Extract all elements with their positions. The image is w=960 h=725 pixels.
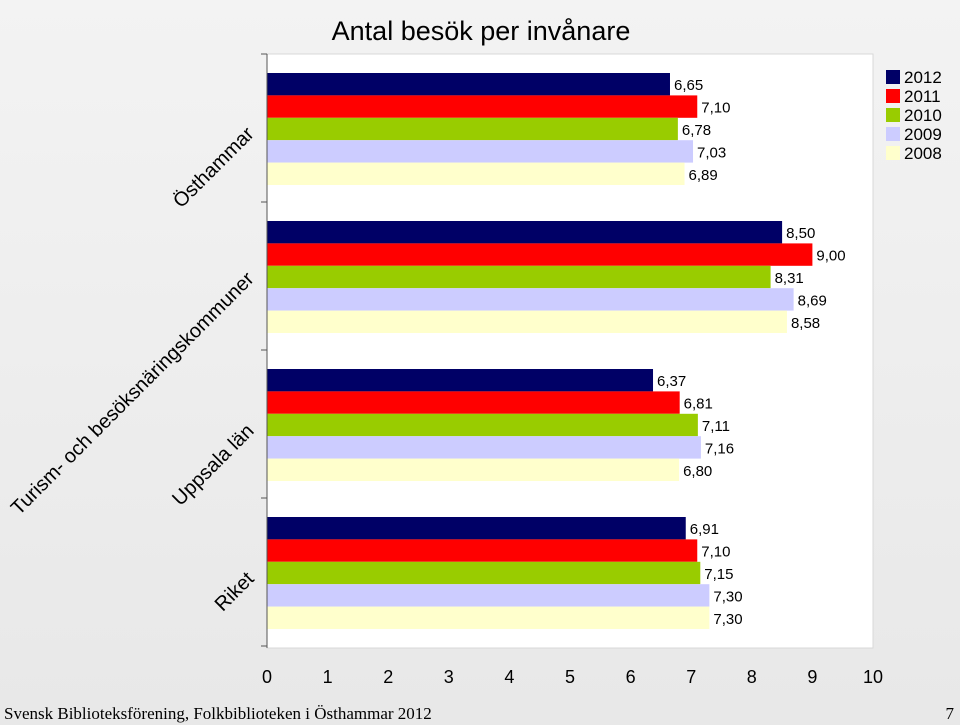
data-label: 7,11	[702, 418, 730, 435]
bar	[267, 391, 680, 414]
legend-label: 2010	[904, 106, 942, 125]
legend-label: 2008	[904, 144, 942, 163]
data-label: 6,37	[657, 373, 686, 390]
data-label: 8,31	[775, 270, 804, 287]
category-label: Uppsala län	[168, 420, 258, 510]
bars	[267, 73, 813, 629]
data-label: 7,15	[704, 566, 733, 583]
bar	[267, 73, 670, 96]
data-label: 6,91	[690, 521, 719, 538]
x-tick-label: 2	[383, 667, 393, 687]
legend-swatch	[886, 70, 900, 84]
chart-title: Antal besök per invånare	[332, 16, 631, 46]
bar	[267, 265, 771, 289]
data-label: 7,30	[713, 588, 742, 605]
data-label: 7,10	[701, 100, 730, 117]
x-tick-label: 10	[863, 667, 883, 687]
bar	[267, 162, 685, 185]
legend-label: 2012	[904, 68, 942, 87]
x-axis: 0 1 2 3 4 5 6 7 8 9 10	[261, 53, 883, 687]
bar	[267, 517, 686, 540]
data-label: 6,89	[689, 167, 718, 184]
data-label: 9,00	[816, 248, 845, 265]
data-label: 6,81	[684, 396, 713, 413]
legend-swatch	[886, 89, 900, 103]
x-tick-label: 0	[262, 667, 272, 687]
bar	[267, 413, 698, 437]
bar	[267, 221, 783, 244]
x-tick-label: 5	[565, 667, 575, 687]
x-tick-label: 4	[504, 667, 514, 687]
x-tick-label: 6	[626, 667, 636, 687]
x-tick-label: 8	[747, 667, 757, 687]
page-number: 7	[945, 704, 955, 723]
bar	[267, 606, 710, 629]
bar	[267, 584, 710, 607]
data-label: 8,69	[798, 292, 827, 309]
bar	[267, 539, 698, 562]
data-label: 7,30	[713, 611, 742, 628]
bar	[267, 561, 701, 585]
x-tick-label: 9	[807, 667, 817, 687]
bar	[267, 243, 813, 266]
bar	[267, 95, 698, 118]
bar	[267, 369, 654, 392]
value-labels: 6,65 7,10 6,78 7,03 6,89 8,509,00 8,31 8,69 8,58…	[657, 77, 846, 628]
legend-label: 2009	[904, 125, 942, 144]
data-label: 6,65	[674, 77, 703, 94]
data-label: 6,78	[682, 122, 711, 139]
bar	[267, 117, 678, 141]
legend-swatch	[886, 127, 900, 141]
bar	[267, 140, 694, 163]
bar	[267, 288, 794, 311]
legend-swatch	[886, 146, 900, 160]
data-label: 8,50	[786, 225, 815, 242]
data-label: 8,58	[791, 315, 820, 332]
bar	[267, 436, 701, 459]
data-label: 7,16	[705, 440, 734, 457]
category-label: Riket	[211, 568, 259, 616]
bar	[267, 310, 787, 333]
data-label: 7,03	[697, 144, 726, 161]
x-tick-label: 7	[686, 667, 696, 687]
category-label: Östhammar	[169, 123, 259, 213]
data-label: 6,80	[683, 463, 712, 480]
bar-chart: Antal besök per invånare 6,65 7,10 6,78 7,0…	[7, 16, 942, 687]
bar	[267, 458, 680, 481]
footer-source: Svensk Biblioteksförening, Folkbibliotek…	[4, 704, 432, 723]
category-labels: Östhammar Turism- och besöksnäringskommun…	[7, 123, 259, 616]
legend-swatch	[886, 108, 900, 122]
category-label: Turism- och besöksnäringskommuner	[7, 268, 259, 520]
x-tick-label: 3	[444, 667, 454, 687]
legend-label: 2011	[904, 87, 941, 106]
x-tick-label: 1	[323, 667, 333, 687]
data-label: 7,10	[701, 544, 730, 561]
